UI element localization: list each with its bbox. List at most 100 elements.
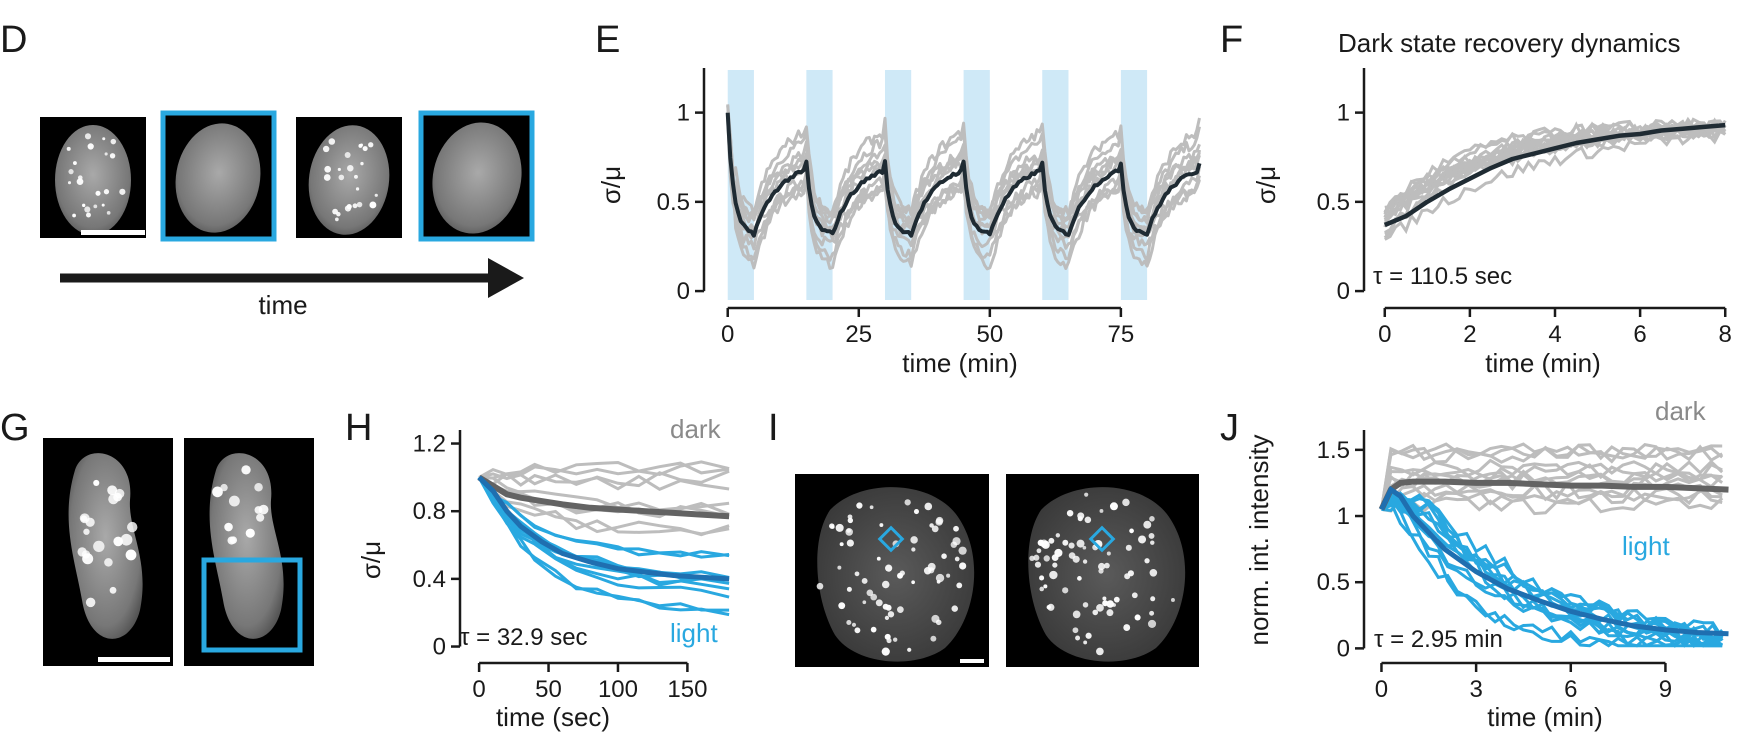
condensate-spot [846,619,852,626]
condensate-spot [1109,502,1118,511]
mean-trace [725,112,1202,238]
condensate-spot [93,540,105,553]
x-tick-label: 3 [1469,676,1482,703]
y-tick-label: 0 [433,634,446,661]
tau-annotation: τ = 32.9 sec [460,624,588,651]
condensate-spot [1127,570,1134,577]
condensate-spot [1084,492,1089,497]
condensate-spot [893,637,898,642]
panel-f-chart: F Dark state recovery dynamics 0 2 4 6 8 0 0.5… [1220,19,1732,378]
panel-d-frame-4 [418,110,535,242]
tau-annotation: τ = 110.5 sec [1373,263,1512,290]
illumination-roi [1088,525,1116,553]
condensate-spot [1068,542,1075,549]
x-tick-label: 0 [472,676,485,703]
light-mean-trace [477,475,730,582]
condensate-spot [856,502,863,509]
condensate-spot [1106,600,1114,608]
condensate-spot [1129,528,1134,534]
condensate-spot [245,528,255,538]
condensate-spot [846,586,852,592]
condensate-spot [1085,632,1092,639]
condensate-spot [1077,516,1083,522]
condensate-spot [1143,520,1152,529]
gray-trace [726,105,1201,217]
x-tick-label: 75 [1108,321,1135,348]
condensate-spot [1072,627,1079,634]
condensate-spot [929,523,934,528]
condensate-spot [241,465,251,475]
panel-g-label: G [0,407,30,449]
condensate-spot [220,483,228,492]
condensate-spot [87,143,94,150]
y-tick-label: 1 [1337,503,1350,530]
condensate-spot [846,528,851,533]
condensate-spot [910,536,918,544]
condensate-spot [1150,540,1155,545]
condensate-spot [847,517,854,524]
condensate-spot [870,626,877,633]
condensate-spot [212,486,223,498]
condensate-spot [1150,596,1156,602]
series-label-dark: dark [670,414,722,444]
condensate-spot [93,479,100,486]
condensate-spot [224,522,233,532]
condensate-spot [1131,592,1138,599]
tau-annotation: τ = 2.95 min [1374,626,1503,653]
light-trace [477,476,730,558]
condensate-spot [79,513,90,524]
condensate-spot [1104,562,1110,569]
condensate-spot [959,562,967,570]
condensate-spot [1148,532,1155,539]
panel-d-label: D [0,19,27,61]
condensate-spot [1102,596,1107,601]
condensate-spot [101,203,105,207]
condensate-spot [953,525,959,532]
condensate-spot [897,606,904,613]
condensate-spot [1039,575,1045,581]
dark-mean-trace [477,474,730,520]
x-axis-label: time (min) [902,348,1018,378]
condensate-spot [360,161,364,166]
condensate-spot [337,167,341,172]
condensate-spot [1076,539,1085,548]
condensate-spot [1075,635,1081,641]
condensate-spot [256,513,265,522]
condensate-spot [935,619,942,626]
condensate-spot [1039,586,1045,592]
x-tick-label: 2 [1463,321,1476,348]
panel-j-label: J [1220,407,1239,449]
condensate-spot [335,217,339,222]
panel-d-frame-1 [40,117,146,238]
panel-g: G [0,407,314,666]
condensate-spot [869,505,874,510]
y-tick-label: 0.4 [413,566,446,593]
panel-h-chart: H 0 50 100 150 0 0.4 0.8 1.2 dark light τ = 32.… [345,407,730,732]
condensate-spot [927,562,936,571]
gray-trace [1383,123,1726,239]
condensate-spot [907,647,912,652]
condensate-spot [352,203,358,209]
condensate-spot [1036,548,1042,554]
y-tick-label: 1.2 [413,431,446,458]
panel-g-frame-1 [43,438,173,666]
panel-d-frame-2 [160,110,277,242]
condensate-spot [93,204,98,209]
x-tick-label: 6 [1564,676,1577,703]
mean-trace [1383,122,1726,228]
condensate-spot [82,203,86,208]
x-tick-label: 8 [1719,321,1732,348]
condensate-spot [839,542,844,547]
condensate-spot [899,570,905,576]
condensate-spot [881,580,890,589]
gray-trace [478,472,730,491]
condensate-spot [344,152,351,158]
condensate-spot [1039,539,1048,548]
condensate-spot [72,213,76,218]
condensate-spot [946,573,951,578]
condensate-spot [1054,548,1063,557]
condensate-spot [935,573,945,583]
x-tick-label: 150 [667,676,707,703]
condensate-spot [346,204,352,210]
gray-trace [1380,462,1723,510]
